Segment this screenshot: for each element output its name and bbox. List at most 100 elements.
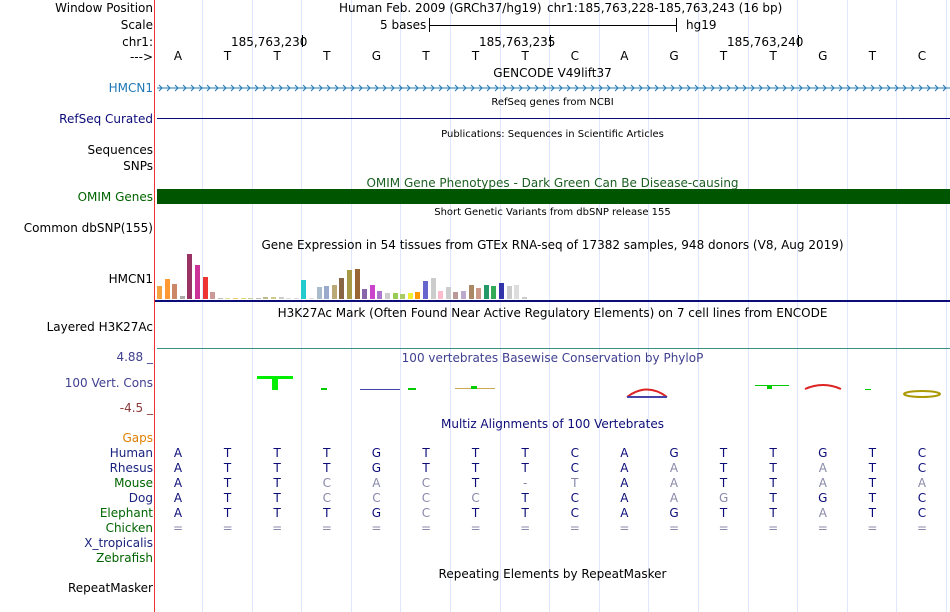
gtex-tissue-bar[interactable] (483, 285, 489, 299)
gtex-tissue-bar[interactable] (453, 292, 459, 299)
gaps-label[interactable]: Gaps (122, 431, 153, 445)
gtex-tissue-bar[interactable] (445, 287, 451, 299)
gtex-tissue-bar[interactable] (195, 265, 200, 299)
gtex-tissue-bar[interactable] (514, 285, 520, 299)
base-guide-line (698, 0, 699, 612)
gtex-tissue-bar[interactable] (392, 293, 398, 299)
species-label[interactable]: Zebrafish (96, 551, 153, 565)
species-label[interactable]: Dog (128, 491, 153, 505)
gtex-tissue-bar[interactable] (210, 292, 216, 299)
strand-chevron (614, 84, 619, 92)
gtex-tissue-bar[interactable] (309, 298, 314, 299)
gtex-tissue-bar[interactable] (164, 279, 170, 299)
refseq-track-title[interactable]: RefSeq genes from NCBI (491, 97, 614, 108)
gtex-tissue-bar[interactable] (187, 254, 193, 299)
alignment-base: = (817, 521, 828, 535)
species-label[interactable]: Mouse (114, 476, 153, 490)
gtex-tissue-bar[interactable] (347, 270, 352, 299)
gtex-expression-chart[interactable] (155, 252, 535, 299)
gencode-track-title[interactable]: GENCODE V49lift37 (493, 66, 612, 80)
refseq-track-label[interactable]: RefSeq Curated (59, 112, 153, 126)
alignment-base: T (471, 461, 480, 475)
h3k27ac-baseline (157, 348, 950, 349)
strand-chevron (478, 84, 483, 92)
gtex-tissue-bar[interactable] (278, 297, 284, 299)
alignment-base: T (273, 461, 281, 475)
strand-chevron (894, 84, 899, 92)
omim-track-title[interactable]: OMIM Gene Phenotypes - Dark Green Can Be… (366, 176, 739, 190)
species-label[interactable]: Elephant (99, 506, 153, 520)
dbsnp-track-label[interactable]: Common dbSNP(155) (23, 221, 153, 235)
gtex-tissue-bar[interactable] (240, 298, 246, 299)
gtex-tissue-bar[interactable] (301, 280, 307, 299)
gtex-tissue-bar[interactable] (423, 281, 428, 299)
gtex-tissue-bar[interactable] (354, 269, 360, 299)
gtex-tissue-bar[interactable] (202, 277, 208, 299)
refseq-gene-line[interactable] (157, 118, 950, 119)
gtex-tissue-bar[interactable] (324, 286, 330, 299)
gtex-tissue-bar[interactable] (248, 298, 254, 299)
omim-phenotype-bar[interactable] (157, 189, 950, 204)
alignment-base: C (917, 446, 927, 460)
gtex-tissue-bar[interactable] (286, 298, 292, 299)
publications-label-sequences[interactable]: Sequences (87, 143, 153, 157)
gtex-tissue-bar[interactable] (157, 286, 162, 299)
base-guide-line (846, 0, 848, 612)
gtex-tissue-bar[interactable] (461, 291, 466, 299)
gtex-track-title[interactable]: Gene Expression in 54 tissues from GTEx … (261, 238, 844, 252)
dbsnp-track-title[interactable]: Short Genetic Variants from dbSNP releas… (434, 207, 671, 218)
species-label[interactable]: Chicken (105, 521, 153, 535)
gtex-tissue-bar[interactable] (172, 284, 178, 299)
alignment-base: G (371, 506, 382, 520)
gtex-tissue-bar[interactable] (430, 278, 436, 299)
gtex-tissue-bar[interactable] (362, 289, 368, 299)
gtex-tissue-bar[interactable] (407, 293, 413, 299)
gtex-tissue-bar[interactable] (217, 298, 223, 299)
ruler-tick-label: 185,763,230 (231, 35, 308, 49)
gtex-tissue-bar[interactable] (415, 292, 421, 299)
gtex-tissue-bar[interactable] (468, 285, 474, 299)
gtex-tissue-bar[interactable] (293, 298, 299, 299)
gtex-tissue-bar[interactable] (233, 298, 238, 299)
gtex-tissue-bar[interactable] (506, 286, 512, 299)
repeatmasker-track-label[interactable]: RepeatMasker (67, 581, 153, 595)
omim-track-label[interactable]: OMIM Genes (77, 190, 153, 204)
gencode-gene-feature[interactable] (157, 82, 950, 94)
gtex-tissue-bar[interactable] (476, 288, 482, 299)
gtex-tissue-bar[interactable] (521, 297, 527, 299)
gtex-tissue-bar[interactable] (369, 285, 375, 299)
reference-base: T (719, 49, 728, 63)
gtex-tissue-bar[interactable] (263, 297, 269, 299)
phylop-track-title[interactable]: 100 vertebrates Basewise Conservation by… (401, 351, 704, 365)
gtex-tissue-bar[interactable] (316, 287, 322, 299)
strand-arrow-label: ---> (129, 50, 153, 64)
species-label[interactable]: X_tropicalis (84, 536, 153, 550)
reference-base: A (173, 49, 183, 63)
gtex-tissue-bar[interactable] (377, 291, 383, 299)
repeatmasker-track-title[interactable]: Repeating Elements by RepeatMasker (438, 567, 667, 581)
publications-label-snps[interactable]: SNPs (123, 159, 153, 173)
gtex-tissue-bar[interactable] (491, 286, 497, 299)
phylop-track-label[interactable]: 100 Vert. Cons (64, 376, 153, 390)
gtex-tissue-bar[interactable] (271, 297, 276, 299)
phylop-conservation-plot[interactable] (155, 370, 950, 405)
gtex-tissue-bar[interactable] (179, 296, 185, 299)
publications-track-title[interactable]: Publications: Sequences in Scientific Ar… (441, 129, 664, 140)
gtex-tissue-bar[interactable] (385, 293, 390, 299)
alignment-base: A (173, 476, 183, 490)
gtex-tissue-bar[interactable] (400, 294, 406, 299)
h3k27ac-track-title[interactable]: H3K27Ac Mark (Often Found Near Active Re… (277, 306, 828, 320)
gtex-tissue-bar[interactable] (225, 298, 231, 299)
multiz-track-title[interactable]: Multiz Alignments of 100 Vertebrates (440, 417, 665, 431)
gtex-tissue-bar[interactable] (438, 291, 444, 299)
gtex-tissue-bar[interactable] (255, 298, 261, 299)
gtex-gene-label[interactable]: HMCN1 (108, 272, 153, 286)
gtex-tissue-bar[interactable] (499, 283, 504, 299)
gtex-tissue-bar[interactable] (339, 278, 345, 299)
species-label[interactable]: Human (109, 446, 153, 460)
gencode-gene-label[interactable]: HMCN1 (108, 81, 153, 95)
alignment-base: A (620, 446, 629, 460)
species-label[interactable]: Rhesus (109, 461, 153, 475)
h3k27ac-track-label[interactable]: Layered H3K27Ac (46, 320, 153, 334)
gtex-tissue-bar[interactable] (331, 285, 337, 299)
